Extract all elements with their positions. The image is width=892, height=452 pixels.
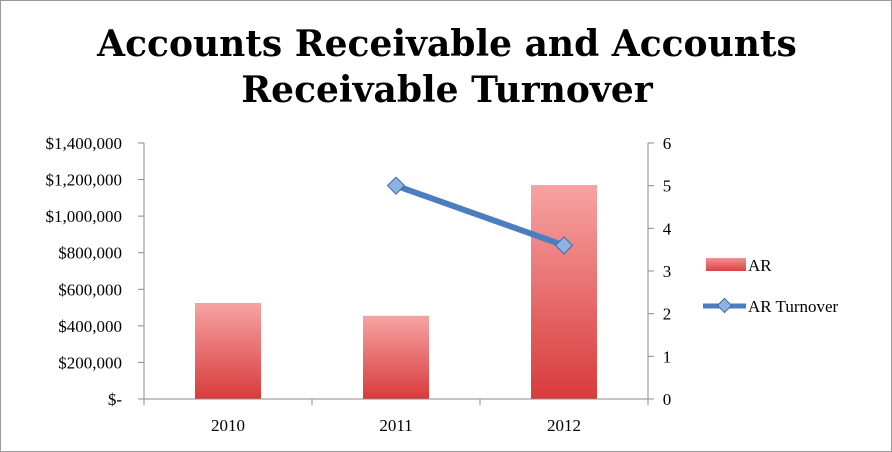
y-left-tick-label: $800,000 bbox=[58, 244, 122, 263]
y-left-tick-label: $400,000 bbox=[58, 317, 122, 336]
line-series-ar-turnover bbox=[386, 176, 574, 255]
x-tick-label: 2011 bbox=[379, 416, 412, 435]
line-ar-turnover bbox=[394, 182, 566, 249]
y-right-tick-label: 0 bbox=[663, 390, 672, 409]
marker-ar-turnover-2011 bbox=[386, 176, 406, 195]
y-left-tick-label: $1,400,000 bbox=[46, 134, 123, 153]
bar-series-ar bbox=[195, 185, 597, 399]
y-right-tick-label: 5 bbox=[663, 177, 672, 196]
marker-ar-turnover-2012 bbox=[554, 236, 574, 255]
bar-ar-2010 bbox=[195, 303, 261, 399]
legend-swatch-ar bbox=[706, 258, 746, 271]
legend: AR AR Turnover bbox=[703, 256, 839, 316]
y-left-tick-label: $1,000,000 bbox=[46, 207, 123, 226]
y-right-tick-label: 3 bbox=[663, 262, 672, 281]
y-left-tick-label: $1,200,000 bbox=[46, 171, 123, 190]
y-right-tick-label: 1 bbox=[663, 347, 672, 366]
bar-ar-2011 bbox=[363, 315, 429, 399]
bar-ar-2012 bbox=[531, 185, 597, 399]
legend-swatch-ar-turnover-marker bbox=[716, 297, 733, 314]
legend-label-ar-turnover: AR Turnover bbox=[748, 297, 839, 316]
y-left-tick-label: $600,000 bbox=[58, 280, 122, 299]
y-right-tick-label: 2 bbox=[663, 305, 672, 324]
y-right-tick-label: 6 bbox=[663, 134, 672, 153]
y-left-tick-label: $200,000 bbox=[58, 353, 122, 372]
x-tick-label: 2010 bbox=[211, 416, 245, 435]
chart-title-line-2: Receivable Turnover bbox=[241, 69, 653, 111]
legend-label-ar: AR bbox=[748, 256, 772, 275]
x-tick-label: 2012 bbox=[547, 416, 581, 435]
axes: $- $200,000 $400,000 $600,000 $800,000 $1,000… bbox=[46, 134, 672, 435]
y-left-tick-label: $- bbox=[108, 390, 123, 409]
chart-title: Accounts Receivable and Accounts Receiva… bbox=[1, 21, 891, 113]
y-right-tick-label: 4 bbox=[663, 219, 672, 238]
chart-title-line-1: Accounts Receivable and Accounts bbox=[97, 23, 797, 65]
